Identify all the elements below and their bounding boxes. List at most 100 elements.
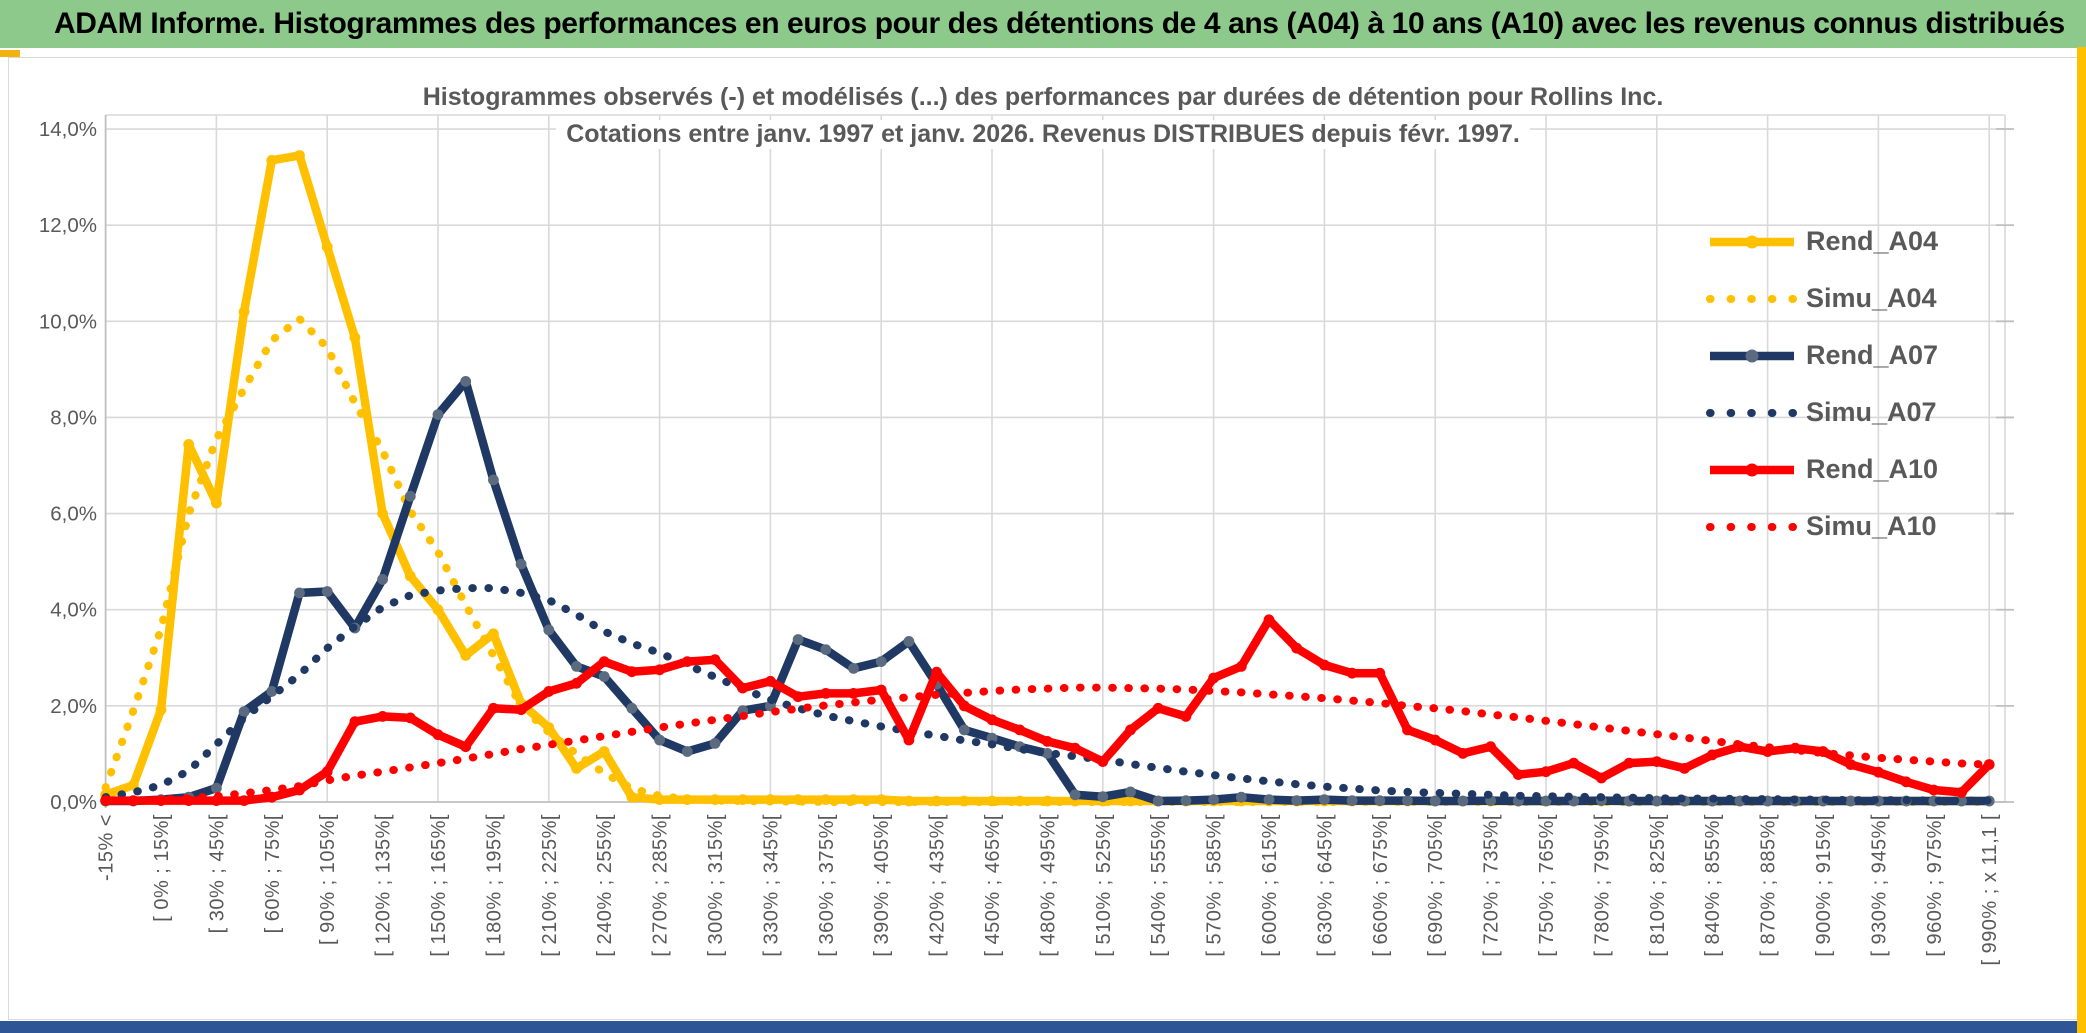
x-tick-label: [ 360% ; 375%[ [816, 814, 838, 957]
y-tick-label: 2,0% [50, 695, 97, 718]
marker-Rend_A07 [903, 636, 915, 647]
marker-Rend_A10 [1374, 667, 1386, 679]
marker-Rend_A10 [1651, 756, 1663, 767]
x-tick-label: [ 450% ; 465%[ [982, 814, 1004, 957]
marker-Rend_A10 [432, 729, 444, 741]
marker-Rend_A10 [958, 700, 970, 712]
marker-Rend_A07 [654, 734, 665, 746]
marker-Rend_A04 [294, 150, 305, 161]
x-tick-label: [ 300% ; 315%[ [705, 814, 727, 957]
legend-item-Rend_A04[interactable]: Rend_A04 [1706, 213, 1938, 270]
marker-Rend_A10 [1568, 757, 1580, 769]
marker-Rend_A04 [488, 628, 499, 640]
marker-Rend_A04 [571, 763, 582, 774]
x-tick-label: [ 510% ; 525%[ [1093, 814, 1115, 957]
marker-Rend_A07 [1540, 795, 1552, 807]
x-tick-label: [ 60% ; 75%[ [262, 814, 284, 933]
legend-item-Simu_A07[interactable]: Simu_A07 [1706, 384, 1938, 441]
legend-label: Rend_A04 [1806, 226, 1939, 256]
legend-label: Rend_A07 [1806, 340, 1939, 370]
marker-Rend_A07 [515, 558, 527, 570]
series-Simu_A07 [101, 584, 1994, 805]
legend-sample-solid [1710, 463, 1794, 476]
marker-Rend_A10 [875, 684, 887, 696]
legend-label: Rend_A10 [1806, 454, 1939, 484]
marker-Rend_A10 [266, 791, 278, 803]
marker-Rend_A07 [1263, 794, 1275, 805]
gold-right-strip [2077, 47, 2086, 1033]
legend-label: Simu_A10 [1806, 511, 1937, 541]
series-Rend_A10 [105, 615, 1993, 805]
legend-item-Rend_A07[interactable]: Rend_A07 [1706, 327, 1938, 384]
x-tick-label: [ 720% ; 735%[ [1481, 814, 1503, 957]
marker-Rend_A10 [1263, 614, 1275, 626]
legend-sample-solid [1710, 235, 1794, 248]
x-tick-label: [ 420% ; 435%[ [927, 814, 949, 957]
marker-Rend_A04 [349, 332, 361, 343]
marker-Rend_A10 [737, 682, 749, 694]
marker-Rend_A10 [1679, 763, 1690, 774]
x-tick-label: [ 810% ; 825%[ [1647, 814, 1669, 957]
marker-Rend_A07 [598, 671, 610, 682]
marker-Rend_A10 [377, 711, 388, 722]
marker-Rend_A07 [1069, 789, 1081, 801]
x-tick-label: [ 750% ; 765%[ [1536, 814, 1558, 957]
navy-bottom-bar [0, 1021, 2086, 1033]
marker-Rend_A07 [543, 624, 555, 636]
marker-Rend_A04 [1014, 795, 1026, 807]
legend-item-Rend_A10[interactable]: Rend_A10 [1706, 441, 1938, 498]
y-tick-label: 10,0% [39, 310, 97, 333]
marker-Rend_A07 [1457, 795, 1469, 807]
marker-Rend_A07 [266, 686, 278, 697]
legend-item-Simu_A10[interactable]: Simu_A10 [1706, 498, 1938, 555]
marker-Rend_A10 [1928, 784, 1940, 796]
marker-Rend_A10 [460, 741, 472, 753]
marker-Rend_A07 [211, 782, 222, 794]
x-tick-label: [ 600% ; 615%[ [1259, 814, 1281, 957]
x-tick-label: [ 780% ; 795%[ [1591, 814, 1613, 957]
x-tick-label: [ 120% ; 135%[ [373, 814, 395, 957]
x-tick-label: [ 930% ; 945%[ [1868, 814, 1890, 957]
x-tick-label: [ 840% ; 855%[ [1702, 814, 1724, 957]
marker-Rend_A07 [792, 634, 804, 645]
marker-Rend_A10 [1596, 772, 1607, 784]
legend-item-Simu_A04[interactable]: Simu_A04 [1706, 270, 1938, 327]
marker-Rend_A07 [1402, 795, 1413, 806]
marker-Rend_A10 [1180, 711, 1192, 722]
marker-Rend_A10 [515, 704, 527, 716]
marker-Rend_A04 [820, 794, 832, 805]
series-Simu_A10 [101, 683, 1994, 805]
marker-Rend_A10 [1291, 642, 1303, 654]
y-tick-label: 14,0% [39, 118, 97, 141]
marker-Rend_A10 [1512, 769, 1524, 780]
marker-Rend_A10 [1152, 702, 1164, 714]
marker-Rend_A07 [432, 409, 444, 420]
marker-Rend_A10 [1873, 766, 1884, 778]
marker-Rend_A07 [238, 706, 250, 717]
marker-Rend_A04 [432, 604, 444, 616]
marker-Rend_A10 [1845, 759, 1857, 770]
marker-Rend_A10 [1457, 748, 1469, 759]
marker-Rend_A10 [1069, 742, 1081, 754]
marker-Rend_A10 [1097, 756, 1109, 767]
marker-Rend_A07 [1291, 795, 1303, 806]
marker-Rend_A10 [1956, 787, 1967, 798]
marker-Rend_A10 [1983, 759, 1995, 770]
y-tick-label: 12,0% [39, 214, 97, 237]
y-tick-label: 0,0% [50, 791, 97, 814]
marker-Rend_A07 [404, 490, 416, 502]
marker-Rend_A07 [294, 587, 305, 599]
marker-Rend_A10 [1540, 766, 1552, 778]
gold-corner-dash [0, 50, 20, 57]
marker-Rend_A07 [1319, 794, 1330, 805]
marker-Rend_A04 [626, 791, 638, 803]
x-tick-label: [ 570% ; 585%[ [1204, 814, 1226, 957]
marker-Rend_A07 [709, 738, 721, 749]
x-tick-label: [ 90% ; 105%[ [317, 814, 339, 945]
marker-Rend_A04 [598, 746, 610, 757]
legend-sample-dotted [1706, 294, 1798, 303]
y-tick-label: 6,0% [50, 503, 97, 526]
marker-Rend_A07 [986, 732, 998, 744]
marker-Rend_A10 [1900, 776, 1912, 788]
